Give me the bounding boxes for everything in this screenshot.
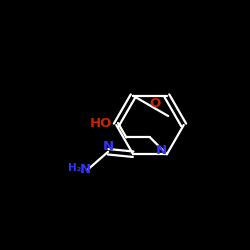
Text: N: N [102, 140, 114, 153]
Text: N: N [156, 144, 167, 157]
Text: O: O [150, 97, 161, 110]
Text: HO: HO [90, 116, 112, 130]
Text: H₂: H₂ [68, 163, 81, 173]
Text: N: N [80, 163, 91, 176]
